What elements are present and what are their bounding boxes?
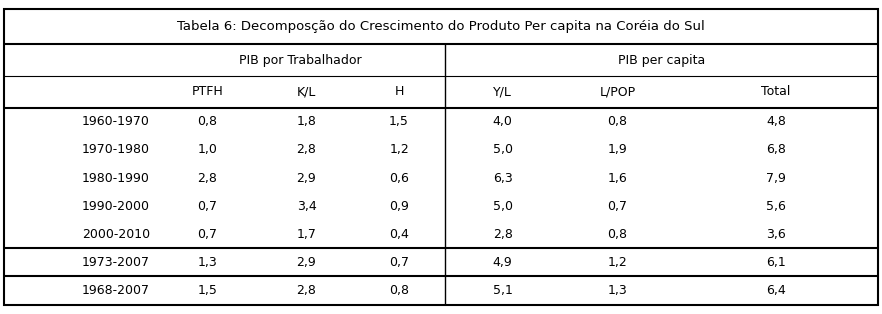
Text: 1,0: 1,0 — [198, 143, 217, 156]
Text: 4,8: 4,8 — [766, 115, 786, 128]
Text: H: H — [394, 85, 404, 98]
Text: 3,4: 3,4 — [296, 200, 317, 213]
Text: 5,0: 5,0 — [493, 200, 512, 213]
Text: 1973-2007: 1973-2007 — [82, 256, 150, 269]
Text: Total: Total — [761, 85, 791, 98]
Text: 1,8: 1,8 — [296, 115, 317, 128]
Text: 0,9: 0,9 — [389, 200, 409, 213]
Text: 0,6: 0,6 — [389, 171, 409, 185]
Text: 1990-2000: 1990-2000 — [82, 200, 150, 213]
Text: 2,9: 2,9 — [296, 256, 317, 269]
Text: Tabela 6: Decomposção do Crescimento do Produto Per capita na Coréia do Sul: Tabela 6: Decomposção do Crescimento do … — [177, 20, 705, 33]
Text: 1,2: 1,2 — [389, 143, 409, 156]
Text: 5,6: 5,6 — [766, 200, 786, 213]
Text: PTFH: PTFH — [191, 85, 223, 98]
Text: 6,4: 6,4 — [766, 284, 786, 297]
Text: 1,6: 1,6 — [608, 171, 627, 185]
Text: 0,7: 0,7 — [198, 200, 217, 213]
Text: 6,8: 6,8 — [766, 143, 786, 156]
Text: 2,9: 2,9 — [296, 171, 317, 185]
Text: 2000-2010: 2000-2010 — [82, 228, 150, 241]
Text: 0,8: 0,8 — [198, 115, 217, 128]
Text: 5,0: 5,0 — [493, 143, 512, 156]
Text: 0,4: 0,4 — [389, 228, 409, 241]
Text: 1960-1970: 1960-1970 — [82, 115, 150, 128]
Text: 3,6: 3,6 — [766, 228, 786, 241]
Text: 6,1: 6,1 — [766, 256, 786, 269]
Text: PIB per capita: PIB per capita — [618, 54, 705, 67]
Text: K/L: K/L — [297, 85, 316, 98]
Text: 0,7: 0,7 — [198, 228, 217, 241]
Text: 6,3: 6,3 — [493, 171, 512, 185]
Text: 1,9: 1,9 — [608, 143, 627, 156]
Text: 1,5: 1,5 — [198, 284, 217, 297]
Text: 1968-2007: 1968-2007 — [82, 284, 150, 297]
Text: 4,9: 4,9 — [493, 256, 512, 269]
Text: 2,8: 2,8 — [296, 143, 317, 156]
Text: 1,5: 1,5 — [389, 115, 409, 128]
Text: 1980-1990: 1980-1990 — [82, 171, 150, 185]
Text: 0,8: 0,8 — [608, 115, 627, 128]
Text: 0,7: 0,7 — [389, 256, 409, 269]
Text: 7,9: 7,9 — [766, 171, 786, 185]
Text: 2,8: 2,8 — [198, 171, 217, 185]
Text: 1,3: 1,3 — [608, 284, 627, 297]
Text: 0,7: 0,7 — [608, 200, 627, 213]
Text: 1970-1980: 1970-1980 — [82, 143, 150, 156]
Text: 4,0: 4,0 — [493, 115, 512, 128]
Text: L/POP: L/POP — [600, 85, 635, 98]
Text: 0,8: 0,8 — [389, 284, 409, 297]
Text: PIB por Trabalhador: PIB por Trabalhador — [238, 54, 362, 67]
Text: 1,3: 1,3 — [198, 256, 217, 269]
Text: 2,8: 2,8 — [493, 228, 512, 241]
Text: 1,7: 1,7 — [296, 228, 317, 241]
Text: 1,2: 1,2 — [608, 256, 627, 269]
Text: 2,8: 2,8 — [296, 284, 317, 297]
Text: 0,8: 0,8 — [608, 228, 627, 241]
Text: 5,1: 5,1 — [493, 284, 512, 297]
Text: Y/L: Y/L — [493, 85, 512, 98]
